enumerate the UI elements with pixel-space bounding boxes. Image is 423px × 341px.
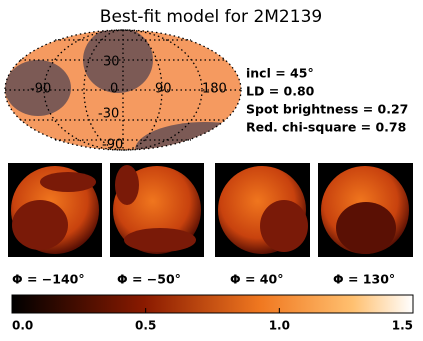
map-label: 0 (110, 82, 118, 97)
map-label: 90 (155, 82, 172, 97)
map-label: 30 (103, 55, 120, 70)
map-label: 180 (202, 82, 227, 97)
map-label: -90 (30, 82, 51, 97)
phase-label: Φ = −50° (117, 272, 181, 287)
parameter: Spot brightness = 0.27 (246, 102, 408, 117)
phase-label: Φ = 130° (333, 272, 395, 287)
colorbar-tick-label: 1.5 (392, 319, 413, 333)
map-label: -30 (98, 107, 119, 122)
title: Best-fit model for 2M2139 (100, 7, 322, 27)
parameter: Red. chi-square = 0.78 (246, 120, 406, 135)
colorbar (11, 294, 414, 314)
map: 30 -90 0 90 180 -30 -90 (4, 29, 242, 153)
colorbar-tick-label: 0.5 (135, 319, 156, 333)
colorbar-tick-label: 1.0 (269, 319, 290, 333)
phase-label: Φ = 40° (230, 272, 283, 287)
parameter: incl = 45° (246, 66, 314, 81)
colorbar-tick-label: 0.0 (12, 319, 33, 333)
parameter: LD = 0.80 (246, 84, 315, 99)
map-label: -90 (102, 138, 123, 153)
phase-label: Φ = −140° (12, 272, 85, 287)
phase-panels (8, 163, 413, 257)
